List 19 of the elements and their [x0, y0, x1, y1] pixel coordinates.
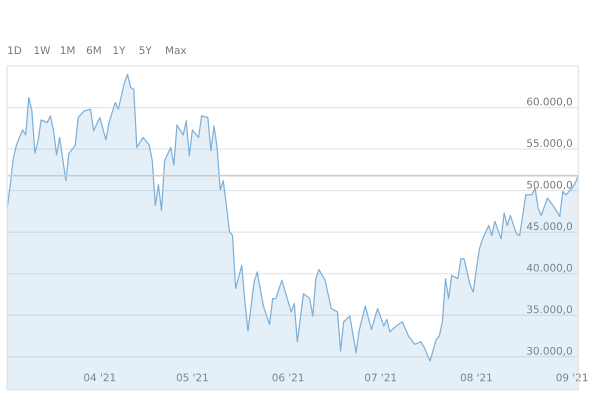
text: 1W: [34, 46, 50, 54]
y-tick-label: 35.000,0: [527, 305, 572, 314]
y-tick-label: 30.000,0: [527, 346, 572, 356]
text: Max: [166, 46, 186, 54]
x-tick-label: 04 '21: [84, 374, 116, 382]
y-tick-label: 40.000,0: [526, 264, 572, 273]
x-tick-label: 07 '21: [365, 374, 396, 382]
y-tick-label: 55.000,0: [527, 139, 572, 148]
text: 5Y: [140, 46, 152, 54]
text: 6M: [86, 46, 101, 54]
y-tick-label: 50.000,0: [527, 180, 572, 190]
x-tick-label: 08 '21: [460, 374, 492, 382]
x-tick-label: 05 '21: [176, 374, 208, 382]
y-tick-label: 60.000,0: [527, 98, 572, 107]
text: 1D: [8, 46, 22, 54]
y-tick-label: 45.000,0: [526, 222, 572, 232]
text: 1Y: [114, 46, 126, 54]
text: 1M: [60, 46, 74, 54]
x-tick-label: 06 '21: [272, 374, 304, 382]
